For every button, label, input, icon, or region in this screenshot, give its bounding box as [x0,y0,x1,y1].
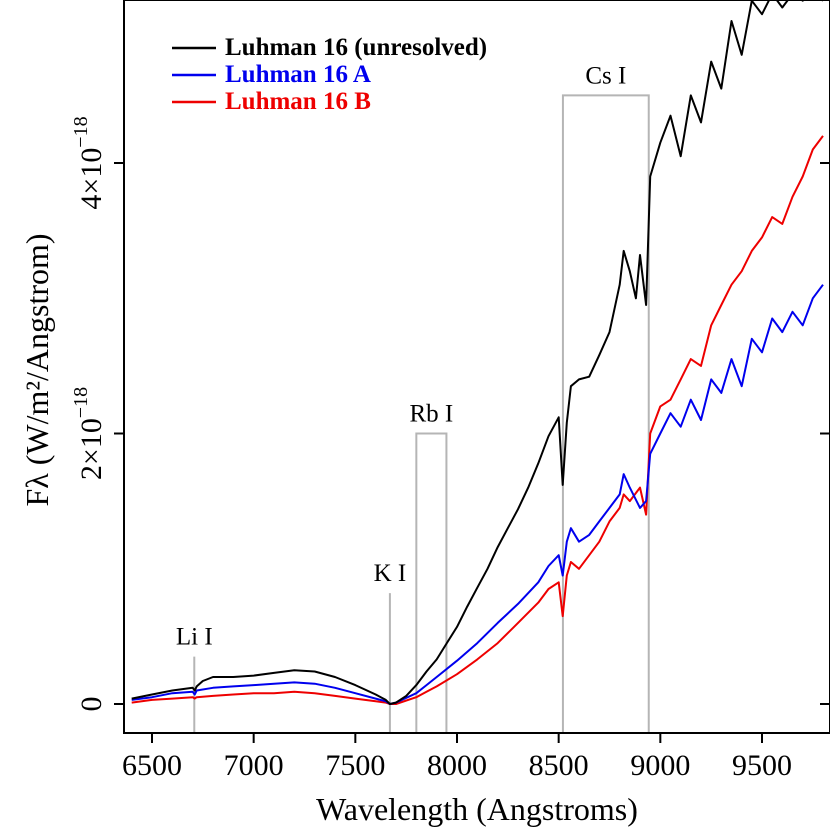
plot-frame [123,0,830,734]
annotation-cs-i: Cs I [561,62,650,733]
x-tick-label: 7500 [325,749,385,782]
legend: Luhman 16 (unresolved)Luhman 16 ALuhman … [172,34,487,115]
y-tick-label: 0 [75,697,108,712]
x-tick-label: 8500 [529,749,589,782]
annotation-label: Li I [176,624,213,651]
legend-label-2: Luhman 16 B [225,88,371,115]
x-axis: 6500 7000 7500 8000 8500 9000 9500 [122,733,792,782]
annotation-marker-box [415,432,448,733]
annotation-label: Rb I [410,401,454,428]
x-tick-label: 9000 [630,749,690,782]
x-tick-label: 9500 [732,749,792,782]
annotations: Li I K I Rb I Cs I [176,62,650,733]
y-axis-title: Fλ (W/m²/Angstrom) [19,233,55,506]
annotation-rb-i: Rb I [410,401,454,733]
annotation-k-i: K I [374,560,407,733]
x-axis-title: Wavelength (Angstroms) [316,791,638,827]
legend-label-1: Luhman 16 A [225,61,371,88]
y-tick-label: 4×10−18 [70,116,108,209]
x-tick-label: 7000 [224,749,284,782]
annotation-label: K I [374,560,407,587]
annotation-label: Cs I [585,62,626,89]
y-tick-label: 2×10−18 [70,387,108,480]
annotation-marker-box [561,94,650,733]
legend-label-0: Luhman 16 (unresolved) [225,34,487,61]
series-line-1 [131,284,824,705]
y-axis: 0 2×10−18 4×10−18 [70,116,830,712]
series-line-0 [131,0,824,705]
x-tick-label: 8000 [427,749,487,782]
x-tick-label: 6500 [122,749,182,782]
series-layer [131,0,824,705]
series-line-2 [131,135,824,705]
